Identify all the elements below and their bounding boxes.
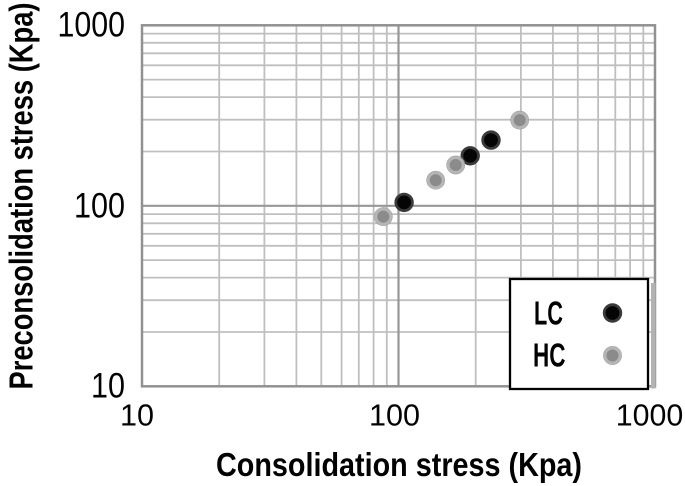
svg-text:Preconsolidation stress (Kpa): Preconsolidation stress (Kpa) [3, 3, 40, 390]
svg-text:1000: 1000 [58, 5, 126, 45]
svg-text:Consolidation stress (Kpa): Consolidation stress (Kpa) [216, 446, 582, 483]
svg-text:LC: LC [534, 295, 563, 332]
svg-text:HC: HC [533, 337, 566, 374]
svg-text:100: 100 [369, 398, 420, 433]
svg-text:10: 10 [120, 398, 154, 433]
svg-text:100: 100 [74, 185, 125, 225]
svg-text:10: 10 [91, 366, 125, 406]
svg-text:1000: 1000 [616, 398, 684, 433]
